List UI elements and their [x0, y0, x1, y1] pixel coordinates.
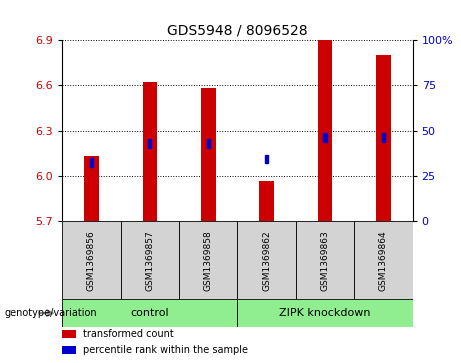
Text: GSM1369857: GSM1369857	[145, 230, 154, 291]
Bar	[90, 158, 93, 167]
FancyBboxPatch shape	[121, 221, 179, 299]
FancyBboxPatch shape	[62, 299, 237, 327]
Bar	[382, 133, 385, 142]
Title: GDS5948 / 8096528: GDS5948 / 8096528	[167, 23, 308, 37]
Bar	[318, 40, 332, 221]
Text: GSM1369862: GSM1369862	[262, 230, 271, 291]
Text: ZIPK knockdown: ZIPK knockdown	[279, 308, 371, 318]
FancyBboxPatch shape	[237, 299, 413, 327]
FancyBboxPatch shape	[237, 221, 296, 299]
Bar	[265, 155, 268, 163]
Text: percentile rank within the sample: percentile rank within the sample	[83, 345, 248, 355]
Text: transformed count: transformed count	[83, 329, 174, 339]
FancyBboxPatch shape	[296, 221, 354, 299]
Text: genotype/variation: genotype/variation	[5, 308, 97, 318]
Text: GSM1369864: GSM1369864	[379, 230, 388, 291]
Text: GSM1369858: GSM1369858	[204, 230, 213, 291]
Bar	[376, 55, 391, 221]
Text: GSM1369856: GSM1369856	[87, 230, 96, 291]
Bar	[207, 139, 210, 148]
Text: control: control	[130, 308, 169, 318]
FancyBboxPatch shape	[62, 221, 121, 299]
Bar	[148, 139, 151, 148]
FancyBboxPatch shape	[179, 221, 237, 299]
Bar	[142, 82, 157, 221]
Bar	[84, 156, 99, 221]
Bar	[259, 181, 274, 221]
Bar	[324, 133, 326, 142]
Bar	[62, 330, 76, 338]
Text: GSM1369863: GSM1369863	[320, 230, 330, 291]
Bar	[62, 346, 76, 354]
FancyBboxPatch shape	[354, 221, 413, 299]
Bar	[201, 88, 216, 221]
